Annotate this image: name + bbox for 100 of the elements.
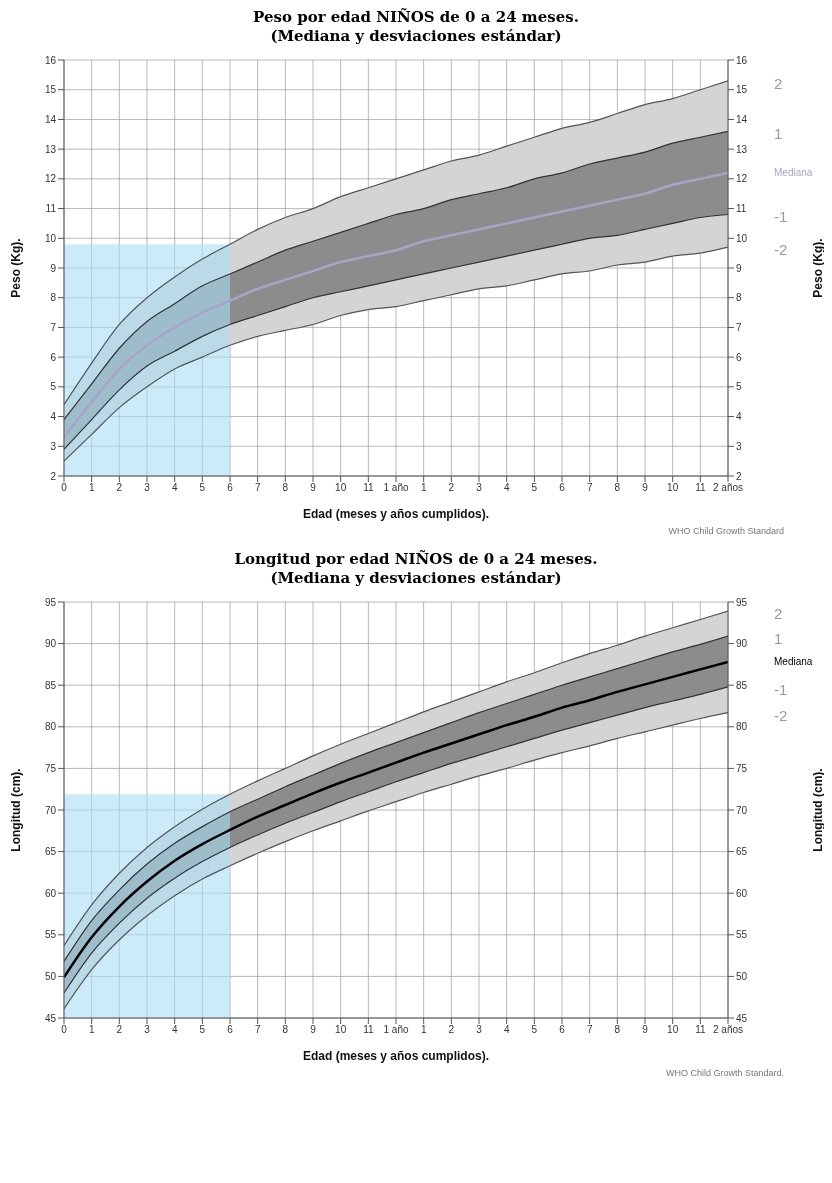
- x-tick-label: 11: [363, 482, 374, 494]
- x-tick-label: 3: [476, 1024, 483, 1036]
- y2-tick-label: 95: [736, 596, 748, 608]
- y2-tick-label: 85: [736, 679, 748, 691]
- text: -2: [774, 706, 788, 724]
- y2-tick-label: 90: [736, 638, 748, 650]
- y2-tick-label: 60: [736, 887, 748, 899]
- y-tick-label: 6: [50, 351, 57, 363]
- x-tick-label: 1: [420, 482, 427, 494]
- y-tick-label: 2: [50, 470, 57, 482]
- x-tick-label: 2: [448, 482, 455, 494]
- y2-tick-label: 50: [736, 970, 748, 982]
- x-tick-label: 10: [667, 482, 679, 494]
- x-tick-label: 0: [61, 1024, 68, 1036]
- x-tick-label: 6: [559, 482, 566, 494]
- y-tick-label: 85: [44, 679, 57, 691]
- x-tick-label: 3: [144, 482, 151, 494]
- y2-tick-label: 3: [736, 440, 742, 452]
- x-tick-label: 11: [695, 1024, 706, 1036]
- y2-tick-label: 45: [736, 1012, 748, 1024]
- x-tick-label: 6: [227, 482, 234, 494]
- text: Mediana: [774, 166, 813, 178]
- y-tick-label: 15: [44, 84, 57, 96]
- x-tick-label: 5: [531, 482, 538, 494]
- x-tick-label: 5: [199, 482, 206, 494]
- y2-axis-title: Peso (Kg).: [811, 238, 826, 298]
- x-tick-label: 4: [171, 1024, 178, 1036]
- text: 2: [774, 74, 783, 92]
- x-tick-label: 6: [227, 1024, 234, 1036]
- x-tick-label: 9: [642, 482, 649, 494]
- text: 2: [774, 605, 783, 623]
- y2-tick-label: 12: [736, 173, 748, 185]
- x-tick-label: 9: [642, 1024, 649, 1036]
- x-tick-label: 4: [503, 1024, 510, 1036]
- x-tick-label: 7: [254, 482, 261, 494]
- y-tick-label: 55: [44, 929, 57, 941]
- y-tick-label: 3: [50, 440, 57, 452]
- y2-tick-label: 65: [736, 846, 748, 858]
- y-tick-label: 75: [44, 762, 57, 774]
- y2-tick-label: 75: [736, 762, 748, 774]
- x-tick-label: 1 año: [383, 482, 409, 494]
- y2-tick-label: 80: [736, 721, 748, 733]
- y-tick-label: 45: [44, 1012, 57, 1024]
- y-tick-label: 80: [44, 721, 57, 733]
- y-tick-label: 5: [50, 381, 57, 393]
- x-tick-label: 8: [614, 482, 621, 494]
- x-tick-label: 8: [282, 1024, 289, 1036]
- y-axis-title: Peso (Kg).: [9, 238, 24, 298]
- y-tick-label: 14: [44, 113, 57, 125]
- y-tick-label: 9: [50, 262, 57, 274]
- text: -2: [774, 241, 788, 259]
- y-tick-label: 50: [44, 970, 57, 982]
- x-tick-label: 10: [667, 1024, 679, 1036]
- x-tick-label: 4: [503, 482, 510, 494]
- x-tick-label: 9: [310, 482, 317, 494]
- y-tick-label: 10: [44, 232, 57, 244]
- y-tick-label: 8: [50, 292, 57, 304]
- y2-tick-label: 15: [736, 84, 748, 96]
- y2-tick-label: 11: [736, 203, 747, 215]
- line-series: [64, 171, 728, 439]
- x-tick-label: 0: [61, 482, 68, 494]
- x-tick-label: 9: [310, 1024, 317, 1036]
- x-tick-label: 10: [335, 482, 347, 494]
- x-tick-label: 3: [476, 482, 483, 494]
- x-tick-label: 1: [88, 1024, 95, 1036]
- y-tick-label: 13: [44, 143, 57, 155]
- y-axis-title: Longitud (cm).: [9, 768, 24, 852]
- y-tick-label: 70: [44, 804, 57, 816]
- line-series: [64, 213, 728, 450]
- y-tick-label: 4: [50, 411, 57, 423]
- y2-tick-label: 70: [736, 804, 748, 816]
- x-tick-label: 2: [448, 1024, 455, 1036]
- y-tick-label: 60: [44, 887, 57, 899]
- y-tick-label: 11: [45, 203, 57, 215]
- x-tick-label: 5: [199, 1024, 206, 1036]
- y-tick-label: 65: [44, 846, 57, 858]
- y2-tick-label: 2: [736, 470, 742, 482]
- x-tick-label: 2: [116, 1024, 123, 1036]
- y2-tick-label: 4: [736, 411, 742, 423]
- y-tick-label: 90: [44, 638, 57, 650]
- y-tick-label: 95: [44, 596, 57, 608]
- text: Mediana: [774, 655, 813, 667]
- chart-title: Peso por edad NIÑOS de 0 a 24 meses.: [252, 8, 580, 27]
- y2-tick-label: 7: [736, 321, 742, 333]
- text: 1: [774, 630, 783, 648]
- x-tick-label: 1 año: [383, 1024, 409, 1036]
- x-tick-label: 7: [254, 1024, 261, 1036]
- y-tick-label: 7: [50, 321, 57, 333]
- y-tick-label: 12: [44, 173, 57, 185]
- x-tick-label: 11: [695, 482, 706, 494]
- text: -1: [774, 680, 788, 698]
- y2-tick-label: 55: [736, 929, 748, 941]
- x-tick-label: 2 años: [712, 1024, 744, 1036]
- x-tick-label: 3: [144, 1024, 151, 1036]
- x-tick-label: 1: [88, 482, 95, 494]
- x-tick-label: 10: [335, 1024, 347, 1036]
- x-tick-label: 8: [282, 482, 289, 494]
- x-tick-label: 7: [586, 482, 593, 494]
- y2-tick-label: 13: [736, 143, 748, 155]
- x-tick-label: 6: [559, 1024, 566, 1036]
